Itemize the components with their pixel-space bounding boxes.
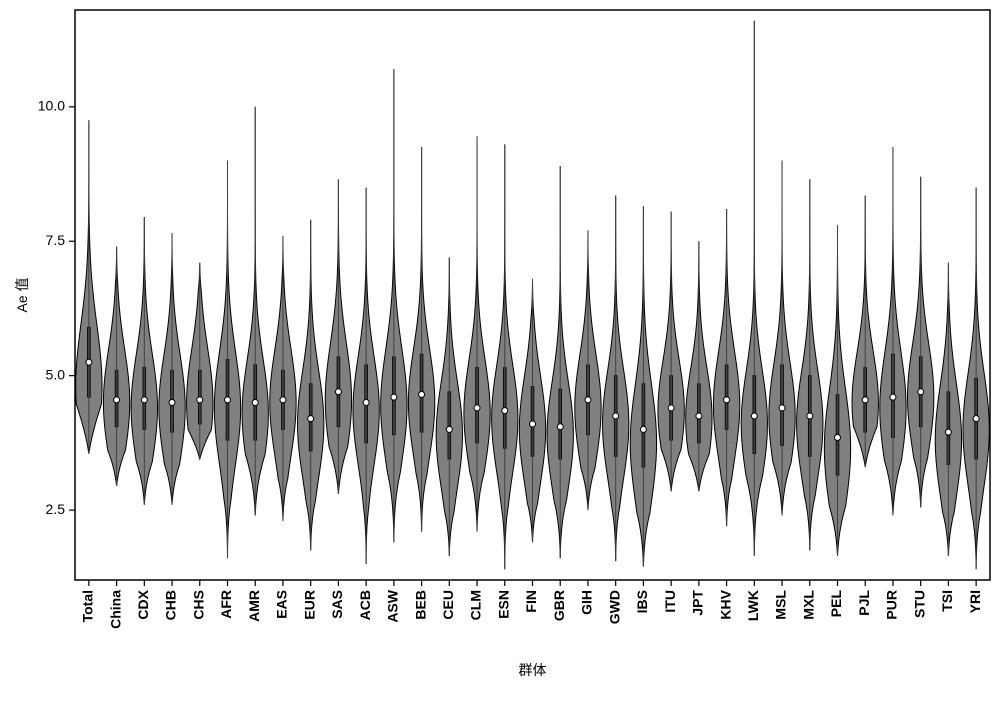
median-point (696, 413, 702, 419)
x-tick-label: ITU (662, 590, 678, 613)
x-tick-label: BEB (412, 590, 428, 620)
median-point (862, 397, 868, 403)
x-tick-label: PJL (856, 590, 872, 616)
x-tick-label: GBR (551, 590, 567, 621)
x-tick-label: MXL (800, 590, 816, 620)
median-point (308, 416, 314, 422)
x-tick-label: FIN (523, 590, 539, 613)
median-point (114, 397, 120, 403)
median-point (835, 435, 841, 441)
x-tick-label: CDX (135, 589, 151, 619)
x-tick-label: PUR (884, 590, 900, 620)
median-point (973, 416, 979, 422)
median-point (280, 397, 286, 403)
x-tick-label: ASW (385, 589, 401, 622)
median-point (141, 397, 147, 403)
x-tick-label: GWD (606, 590, 622, 624)
x-tick-label: GIH (579, 590, 595, 615)
y-tick-label: 2.5 (46, 501, 66, 517)
x-tick-label: LWK (745, 590, 761, 621)
x-tick-label: Total (80, 590, 96, 622)
y-tick-label: 10.0 (38, 97, 65, 113)
x-tick-label: CEU (440, 590, 456, 620)
x-tick-label: EUR (301, 590, 317, 620)
median-point (225, 397, 231, 403)
median-point (613, 413, 619, 419)
median-point (252, 400, 258, 406)
median-point (585, 397, 591, 403)
median-point (391, 394, 397, 400)
median-point (446, 426, 452, 432)
x-tick-label: SAS (329, 590, 345, 619)
violin-chart: 2.5 5.0 7.5 10.0 Ae 值 Total China CDX CHB CHS AFR A… (0, 0, 1000, 705)
median-point (751, 413, 757, 419)
median-point (724, 397, 730, 403)
x-tick-label: YRI (967, 590, 983, 613)
median-point (918, 389, 924, 395)
x-tick-label: ACB (357, 590, 373, 620)
median-point (668, 405, 674, 411)
x-tick-label: TSI (939, 590, 955, 612)
x-tick-label: IBS (634, 590, 650, 613)
median-point (474, 405, 480, 411)
x-tick-label: CLM (468, 590, 484, 620)
median-point (779, 405, 785, 411)
median-point (363, 400, 369, 406)
x-tick-label: JPT (690, 590, 706, 616)
y-tick-label: 5.0 (46, 366, 66, 382)
x-tick-label: CHB (163, 590, 179, 620)
x-tick-label: ESN (495, 590, 511, 619)
x-tick-label: STU (911, 590, 927, 618)
median-point (890, 394, 896, 400)
x-axis-label: 群体 (519, 662, 547, 678)
y-tick-label: 7.5 (46, 232, 66, 248)
median-point (502, 408, 508, 414)
x-tick-label: PEL (828, 590, 844, 618)
x-tick-label: EAS (274, 590, 290, 619)
median-point (530, 421, 536, 427)
chart-container: 2.5 5.0 7.5 10.0 Ae 值 Total China CDX CHB CHS AFR A… (0, 0, 1000, 705)
median-point (640, 426, 646, 432)
median-point (419, 391, 425, 397)
median-point (86, 359, 92, 365)
x-tick-label: CHS (190, 590, 206, 620)
median-point (557, 424, 563, 430)
y-axis-label: Ae 值 (14, 277, 30, 312)
x-tick-label: China (107, 590, 123, 629)
median-point (169, 400, 175, 406)
median-point (945, 429, 951, 435)
x-tick-label: AMR (246, 590, 262, 622)
x-tick-label: AFR (218, 590, 234, 619)
median-point (197, 397, 203, 403)
x-tick-label: MSL (773, 590, 789, 620)
x-tick-label: KHV (717, 589, 733, 619)
median-point (335, 389, 341, 395)
median-point (807, 413, 813, 419)
